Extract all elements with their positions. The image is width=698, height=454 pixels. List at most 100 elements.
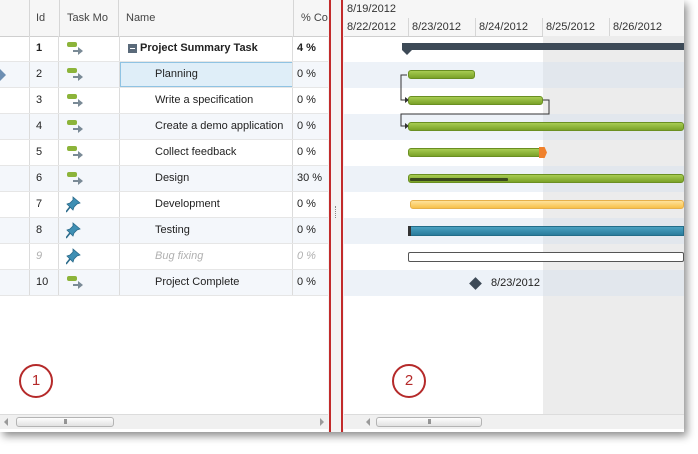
task-bar-demo-application[interactable] xyxy=(408,122,684,131)
task-percent-complete: 30 % xyxy=(297,172,323,184)
task-name: Write a specification xyxy=(155,94,254,106)
task-name: Collect feedback xyxy=(155,146,237,158)
task-id: 3 xyxy=(29,88,59,113)
collapse-icon[interactable] xyxy=(128,44,137,53)
task-mode-cell xyxy=(60,62,118,87)
task-percent-complete: 0 % xyxy=(297,224,316,236)
task-mode-cell xyxy=(60,218,118,243)
pane-splitter[interactable] xyxy=(328,0,344,432)
task-percent-complete: 0 % xyxy=(297,120,316,132)
task-row[interactable]: 1 Project Summary Task 4 % xyxy=(0,36,328,62)
task-row[interactable]: 7 Development 0 % xyxy=(0,192,328,218)
task-bar-planning[interactable] xyxy=(408,70,475,79)
pushpin-icon xyxy=(66,222,81,239)
task-mode-cell xyxy=(60,244,118,269)
task-percent-complete: 4 % xyxy=(297,42,316,54)
task-name-cell[interactable]: Planning xyxy=(119,62,293,87)
task-name-cell[interactable]: Create a demo application xyxy=(119,114,293,139)
auto-schedule-icon xyxy=(67,146,83,160)
task-id: 2 xyxy=(29,62,59,87)
task-bar-testing[interactable] xyxy=(408,226,684,236)
task-id: 1 xyxy=(29,36,59,61)
column-header-id[interactable]: Id xyxy=(29,0,60,36)
deadline-marker-icon xyxy=(539,147,547,158)
task-name-cell[interactable]: Write a specification xyxy=(119,88,293,113)
scroll-right-icon[interactable] xyxy=(320,418,324,426)
grid-horizontal-scrollbar[interactable]: III xyxy=(0,414,328,429)
task-mode-cell xyxy=(60,114,118,139)
task-row[interactable]: 6 Design 30 % xyxy=(0,166,328,192)
task-id: 10 xyxy=(29,270,59,295)
task-row[interactable]: 10 Project Complete 0 % xyxy=(0,270,328,296)
task-name-cell[interactable]: Collect feedback xyxy=(119,140,293,165)
splitter-edge-line xyxy=(329,0,331,432)
task-bar-development[interactable] xyxy=(410,200,684,209)
splitter-edge-line xyxy=(341,0,343,432)
column-header-percent-complete[interactable]: % Com xyxy=(301,12,328,24)
milestone-date-label: 8/23/2012 xyxy=(491,277,540,289)
task-row[interactable]: 4 Create a demo application 0 % xyxy=(0,114,328,140)
task-grid: Id Task Mo Name % Com 1 Project Summary … xyxy=(0,0,328,432)
progress-indicator xyxy=(410,178,508,181)
grid-header: Id Task Mo Name % Com xyxy=(0,0,328,37)
timeline-day: 8/22/2012 xyxy=(344,18,409,36)
gantt-horizontal-scrollbar[interactable]: III xyxy=(344,414,684,429)
task-percent-complete: 0 % xyxy=(297,276,316,288)
task-id: 6 xyxy=(29,166,59,191)
task-bar-design[interactable] xyxy=(408,174,684,183)
task-bar-collect-feedback[interactable] xyxy=(408,148,542,157)
task-percent-complete: 0 % xyxy=(297,94,316,106)
column-header-name[interactable]: Name xyxy=(119,0,294,36)
task-mode-cell xyxy=(60,88,118,113)
task-mode-cell xyxy=(60,192,118,217)
task-name-cell[interactable]: Bug fixing xyxy=(119,244,293,269)
task-percent-complete: 0 % xyxy=(297,198,316,210)
auto-schedule-icon xyxy=(67,276,83,290)
task-row[interactable]: 3 Write a specification 0 % xyxy=(0,88,328,114)
task-id: 7 xyxy=(29,192,59,217)
timeline-week-row: 8/19/2012 xyxy=(344,0,684,19)
task-bar-write-specification[interactable] xyxy=(408,96,543,105)
task-name: Project Complete xyxy=(155,276,240,288)
task-mode-cell xyxy=(60,270,118,295)
gantt-row xyxy=(344,270,684,296)
selected-cell-highlight xyxy=(120,62,292,87)
task-start-marker-icon xyxy=(408,226,411,236)
summary-start-marker-icon xyxy=(402,50,412,55)
grip-icon: III xyxy=(427,419,432,426)
task-mode-cell xyxy=(60,140,118,165)
dependency-links xyxy=(400,74,550,129)
summary-task-bar[interactable] xyxy=(402,43,684,50)
task-row[interactable]: 5 Collect feedback 0 % xyxy=(0,140,328,166)
grip-icon: III xyxy=(63,419,68,426)
task-id: 8 xyxy=(29,218,59,243)
task-name-cell[interactable]: Design xyxy=(119,166,293,191)
task-row[interactable]: 8 Testing 0 % xyxy=(0,218,328,244)
task-mode-cell xyxy=(60,36,118,61)
scrollbar-thumb[interactable]: III xyxy=(16,417,114,427)
timeline-day: 8/23/2012 xyxy=(409,18,476,36)
scrollbar-thumb[interactable]: III xyxy=(376,417,482,427)
task-name: Design xyxy=(155,172,190,184)
auto-schedule-icon xyxy=(67,68,83,82)
scroll-left-icon[interactable] xyxy=(4,418,8,426)
task-bar-bug-fixing[interactable] xyxy=(408,252,684,262)
task-id: 5 xyxy=(29,140,59,165)
task-name-cell[interactable]: Testing xyxy=(119,218,293,243)
task-name: Planning xyxy=(155,68,198,80)
timeline-day: 8/25/2012 xyxy=(543,18,610,36)
task-row[interactable]: 2 Planning 0 % xyxy=(0,62,328,88)
gantt-chart-area: 8/19/2012 8/22/2012 8/23/2012 8/24/2012 … xyxy=(344,0,684,432)
task-name-cell[interactable]: Development xyxy=(119,192,293,217)
current-row-indicator-icon xyxy=(0,69,6,81)
task-row[interactable]: 9 Bug fixing 0 % xyxy=(0,244,328,270)
scroll-left-icon[interactable] xyxy=(366,418,370,426)
task-id: 4 xyxy=(29,114,59,139)
task-name-cell[interactable]: Project Summary Task xyxy=(119,36,293,61)
task-name-cell[interactable]: Project Complete xyxy=(119,270,293,295)
splitter-grip-icon[interactable] xyxy=(335,206,338,218)
task-mode-cell xyxy=(60,166,118,191)
column-header-task-mode[interactable]: Task Mo xyxy=(60,0,119,36)
row-header-corner xyxy=(0,0,30,36)
auto-schedule-icon xyxy=(67,120,83,134)
